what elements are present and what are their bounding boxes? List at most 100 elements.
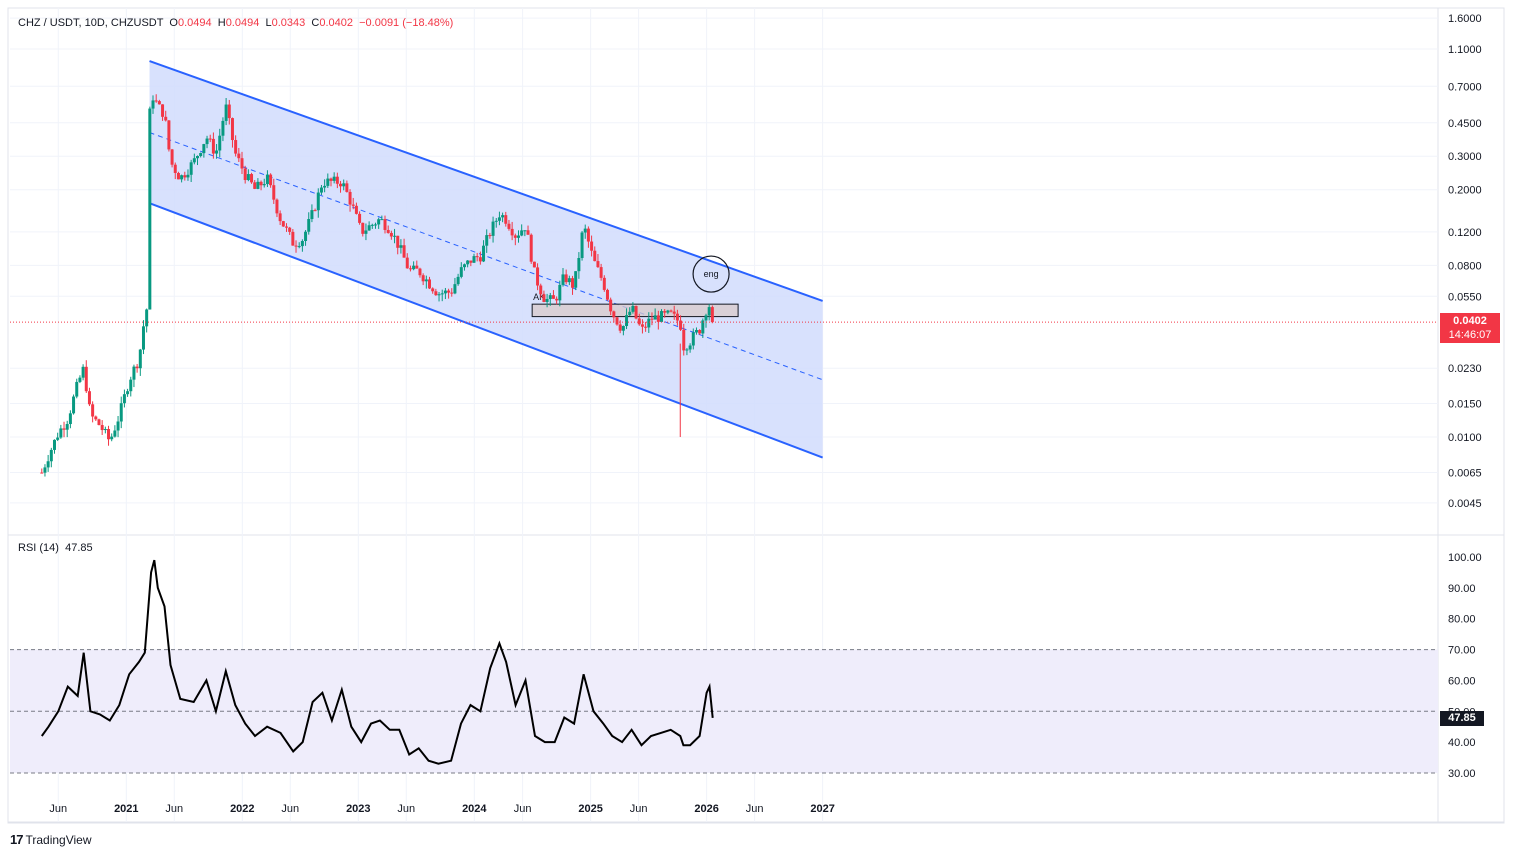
tradingview-logo[interactable]: 17 TradingView [10,832,92,847]
candle [682,323,686,356]
candle-body [605,289,609,300]
candle-body [316,192,320,211]
candle-body [482,245,486,262]
candle [380,215,384,221]
candle [332,172,336,184]
candle-body [675,313,679,321]
candle [507,219,511,231]
candle-body [68,413,72,425]
candle [278,210,282,225]
candle-body [526,230,530,235]
low-value: 0.0343 [271,17,306,29]
candle [75,378,79,399]
close-value: 0.0402 [319,17,353,29]
candle-body [612,311,616,318]
candle [599,263,603,281]
candle-body [577,258,581,272]
candle [199,152,203,158]
eng-circle [692,255,730,293]
candle [97,418,101,426]
candle-body [685,349,689,351]
candle [240,151,244,175]
candle-body [580,232,584,259]
time-tick-label: Jun [165,803,183,815]
candle [605,288,609,301]
candle [237,147,241,163]
candle-body [351,204,355,206]
candle [510,221,514,241]
candle [443,287,447,300]
candle [230,117,234,148]
candle-body [224,104,228,121]
candle-body [72,396,76,414]
candle [383,215,387,234]
candle-body [618,324,622,331]
candle [345,180,349,193]
channel-upper-line [149,60,823,302]
candle [590,235,594,257]
candle-body [202,144,206,154]
candle-body [361,222,365,234]
time-tick-label: 2027 [810,803,834,815]
price-tick-label: 0.4500 [1448,118,1482,130]
candle-body [284,226,288,228]
candle [284,223,288,232]
candle [84,360,88,393]
rsi-tick-label: 90.00 [1448,583,1476,595]
candle-body [288,227,292,232]
candle-body [510,228,514,236]
candle-body [561,274,565,285]
candle-body [132,366,136,380]
candle [669,309,673,313]
candle-body [650,318,654,320]
candle-body [272,185,276,200]
candle [107,425,111,446]
zone-label: AK [533,292,545,302]
candle [396,235,400,255]
candle-body [180,175,184,180]
candle [367,221,371,231]
candle [272,178,276,204]
candle-body [189,162,193,175]
candle-body [364,230,368,234]
candle [405,253,409,269]
candle-body [329,178,333,181]
candle-body [40,472,44,474]
candle [450,288,454,297]
channel-lower-line [149,202,823,459]
candle [564,269,568,285]
candle [100,420,104,435]
candle [164,110,168,122]
candle-body [43,467,47,473]
rsi-tick-label: 30.00 [1448,768,1476,780]
candle-body [313,210,317,212]
candle [402,238,406,258]
candle [615,316,619,326]
candle-body [688,345,692,350]
candle-body [138,349,142,369]
frame [7,7,1505,824]
candle [180,174,184,183]
candle [294,240,298,253]
candle [234,135,238,157]
channel-fill [149,61,823,458]
candle [364,223,368,241]
candle [253,180,257,190]
candle-body [609,299,613,312]
candle-body [485,235,489,246]
rsi-label: RSI (14) [18,542,59,554]
candle-body [653,315,657,320]
candle [612,310,616,323]
candle-body [240,158,244,169]
candle-body [466,260,470,265]
candle [275,198,279,218]
candle [141,320,145,355]
eng-label: eng [704,269,719,279]
candle-body [380,219,384,221]
candle-body [615,317,619,325]
candle [650,312,654,326]
candle-body [218,135,222,151]
price-tick-label: 1.1000 [1448,44,1482,56]
candle [428,276,432,290]
